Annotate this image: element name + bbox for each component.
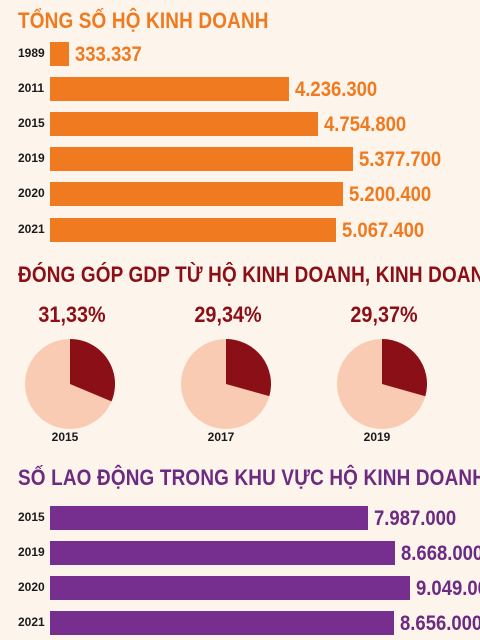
bar-category-label: 2011 (18, 81, 45, 95)
bar-value-label: 4.754.800 (323, 113, 407, 136)
pie-percentage-label: 31,33% (38, 302, 106, 327)
bar (50, 112, 318, 136)
labor-title: SỐ LAO ĐỘNG TRONG KHU VỰC HỘ KINH DOANH (18, 465, 480, 490)
pie-percentage-label: 29,37% (350, 302, 418, 327)
pie-chart (181, 339, 272, 429)
bar (50, 147, 353, 171)
bar-category-label: 2020 (18, 580, 45, 594)
bar-category-label: 2021 (18, 222, 45, 236)
bar-category-label: 2020 (18, 186, 45, 200)
bar (50, 42, 69, 66)
pie-year-label: 2019 (363, 430, 391, 444)
bar-category-label: 1989 (18, 46, 45, 60)
bar-row: 2021 8.656.000 (0, 611, 480, 635)
pie-value-slice (226, 339, 272, 397)
bar-value-label: 8.656.000 (400, 612, 480, 635)
gdp-contribution-title: ĐÓNG GÓP GDP TỪ HỘ KINH DOANH, KINH DOAN… (18, 262, 480, 287)
pie-chart-block: 29,37% 2019 (314, 298, 454, 448)
bar-row: 2019 5.377.700 (0, 147, 480, 171)
households-title: TỔNG SỐ HỘ KINH DOANH (18, 8, 269, 33)
bar (50, 541, 395, 565)
pie-chart (25, 339, 116, 429)
pie-chart-block: 29,34% 2017 (158, 298, 298, 448)
bar (50, 77, 289, 101)
bar (50, 182, 343, 206)
bar (50, 576, 410, 600)
pie-year-label: 2015 (51, 430, 79, 444)
bar-row: 2011 4.236.300 (0, 77, 480, 101)
bar-category-label: 2019 (18, 151, 45, 165)
bar-row: 2015 7.987.000 (0, 506, 480, 530)
bar-value-label: 5.200.400 (349, 183, 432, 206)
bar-category-label: 2015 (18, 510, 45, 524)
bar (50, 506, 368, 530)
pie-percentage-label: 29,34% (194, 302, 262, 327)
bar-value-label: 5.377.700 (359, 148, 442, 171)
bar-category-label: 2019 (18, 545, 45, 559)
pie-value-slice (70, 339, 116, 402)
bar-row: 2020 9.049.000 (0, 576, 480, 600)
bar-value-label: 4.236.300 (294, 78, 377, 101)
bar-row: 2019 8.668.000 (0, 541, 480, 565)
pie-year-label: 2017 (207, 430, 235, 444)
pie-value-slice (382, 339, 427, 397)
pie-chart (337, 339, 427, 429)
bar-category-label: 2015 (18, 116, 45, 130)
bar-value-label: 7.987.000 (373, 507, 456, 530)
bar-row: 2015 4.754.800 (0, 112, 480, 136)
bar-row: 2020 5.200.400 (0, 182, 480, 206)
bar-row: 2021 5.067.400 (0, 218, 480, 242)
bar (50, 218, 336, 242)
bar-value-label: 8.668.000 (400, 542, 480, 565)
bar-category-label: 2021 (18, 615, 45, 629)
bar-row: 1989 333.337 (0, 42, 480, 66)
bar-value-label: 9.049.000 (416, 577, 480, 600)
pie-chart-block: 31,33% 2015 (2, 298, 142, 448)
bar-value-label: 333.337 (74, 43, 142, 66)
bar (50, 611, 395, 635)
bar-value-label: 5.067.400 (341, 219, 424, 242)
